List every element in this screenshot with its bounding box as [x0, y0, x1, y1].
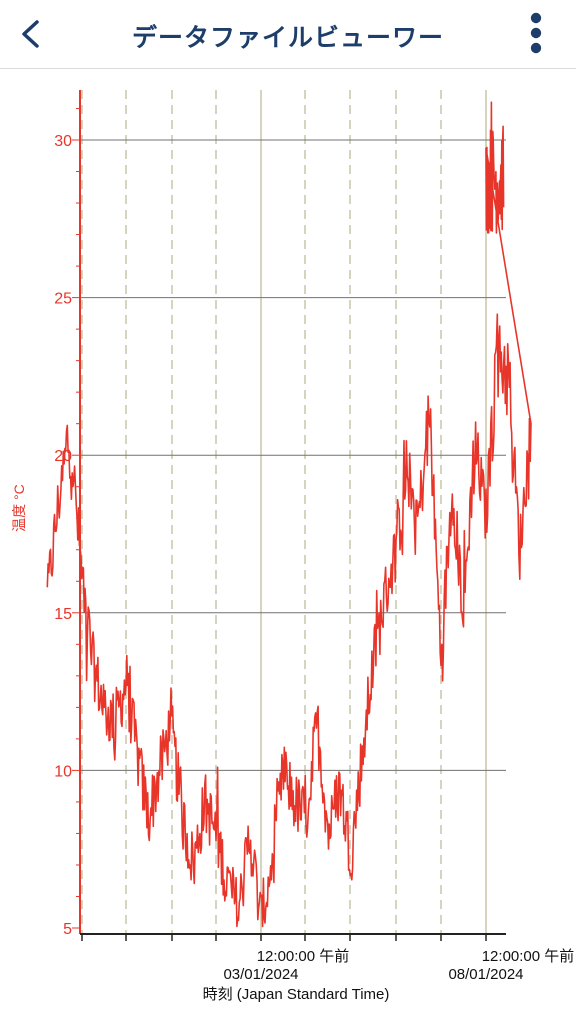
y-tick-label: 10 [54, 763, 72, 780]
temperature-series-line [46, 101, 532, 928]
chevron-left-icon [22, 20, 39, 48]
page-title: データファイルビューワー [131, 24, 444, 52]
x-tick-label-date: 08/01/2024 [448, 966, 523, 983]
app-bar: データファイルビューワー [0, 0, 576, 69]
y-tick-label: 30 [54, 133, 72, 150]
y-axis-title: 温度 °C [11, 484, 27, 532]
x-tick-label-time: 12:00:00 午前 [482, 948, 575, 965]
chart-area: 5 10 15 20 25 30 12:00:00 午前 03/01/2024 12:00:00… [0, 68, 576, 1024]
overflow-menu-button[interactable] [522, 12, 550, 56]
x-axis-title: 時刻 (Japan Standard Time) [203, 986, 390, 1003]
y-tick-label: 15 [54, 606, 72, 623]
x-tick-label-time: 12:00:00 午前 [257, 948, 350, 965]
y-tick-label: 25 [54, 291, 72, 308]
more-vertical-icon [530, 12, 542, 54]
back-button[interactable] [8, 12, 52, 56]
x-tick-label-date: 03/01/2024 [223, 966, 298, 983]
y-tick-label: 5 [63, 921, 72, 938]
